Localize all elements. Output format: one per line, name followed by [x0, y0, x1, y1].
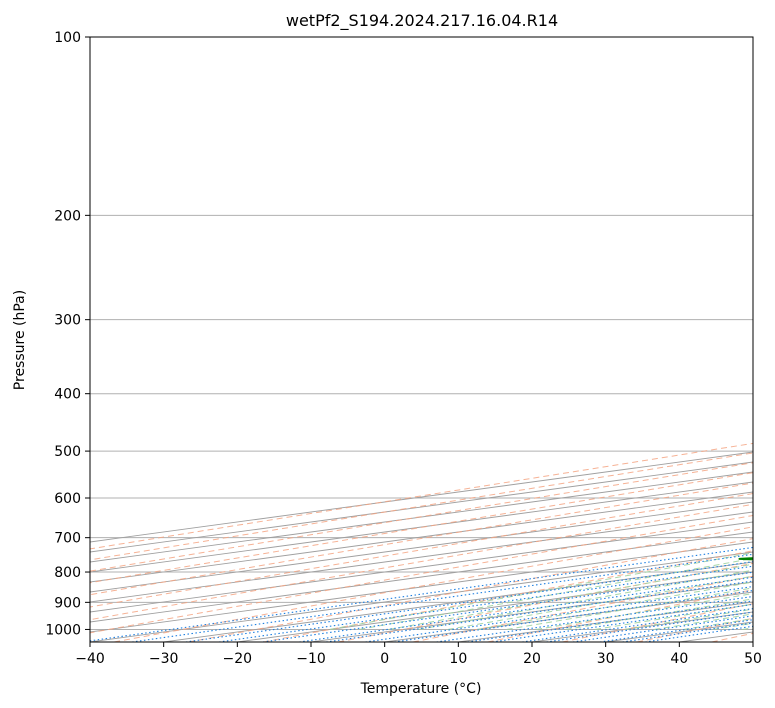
x-axis-title: Temperature (°C)	[360, 681, 482, 697]
reference-lines	[90, 442, 753, 642]
y-tick-label: 400	[54, 387, 81, 403]
y-axis-title: Pressure (hPa)	[12, 290, 28, 390]
moist-adiabat-line	[388, 563, 753, 630]
mixing-ratio-line	[492, 603, 753, 642]
dry-adiabat-line	[90, 452, 753, 561]
x-tick-label: 10	[449, 651, 467, 667]
dry-adiabat-line	[412, 575, 753, 642]
moist-adiabat-line	[742, 627, 753, 630]
isotherm-line	[90, 471, 753, 563]
isotherm-line	[90, 541, 753, 633]
isotherm-line	[90, 491, 753, 583]
y-tick-label: 600	[54, 491, 81, 507]
moist-adiabat-line	[535, 592, 753, 630]
dry-adiabat-line	[263, 550, 753, 642]
mixing-ratio-line	[546, 611, 753, 642]
y-tick-label: 1000	[45, 622, 81, 638]
isotherm-line	[531, 611, 753, 642]
mixing-ratio-line	[436, 595, 753, 642]
grid-layer	[90, 37, 753, 642]
moist-adiabat-line	[594, 603, 753, 630]
x-tick-label: −10	[296, 651, 326, 667]
dry-adiabat-line	[188, 538, 753, 642]
dry-adiabat-line	[90, 493, 753, 608]
mixing-ratio-line	[467, 600, 753, 642]
x-tick-label: 40	[670, 651, 688, 667]
y-tick-label: 900	[54, 595, 81, 611]
series-layer	[738, 557, 753, 561]
moist-adiabat-line	[624, 608, 753, 630]
mixing-ratio-line	[185, 561, 753, 642]
isotherm-line	[310, 581, 753, 642]
mixing-ratio-line	[131, 553, 753, 642]
dry-adiabat-line	[562, 603, 753, 642]
moist-adiabat-line	[683, 618, 753, 630]
x-tick-label: −40	[75, 651, 105, 667]
isotherm-line	[90, 521, 753, 613]
y-tick-label: 200	[54, 208, 81, 224]
moist-adiabat-line	[477, 581, 753, 630]
moist-adiabat-line	[653, 613, 753, 630]
dry-adiabat-line	[338, 562, 753, 642]
x-tick-label: 50	[744, 651, 762, 667]
y-tick-label: 300	[54, 313, 81, 329]
isotherm-line	[384, 591, 753, 642]
isotherm-line	[90, 451, 753, 543]
y-tick-label: 500	[54, 444, 81, 460]
isotherm-line	[90, 461, 753, 553]
x-tick-label: 0	[380, 651, 389, 667]
dry-adiabat-line	[90, 442, 753, 550]
chart-title: wetPf2_S194.2024.217.16.04.R14	[286, 11, 558, 31]
moist-adiabat-line	[506, 587, 753, 630]
moist-adiabat-line	[418, 569, 753, 630]
isotherm-line	[90, 501, 753, 593]
mixing-ratio-line	[522, 608, 753, 642]
dry-adiabat-line	[636, 617, 753, 642]
isotherm-line	[90, 531, 753, 623]
y-tick-label: 100	[54, 30, 81, 46]
x-tick-label: 20	[523, 651, 541, 667]
dry-adiabat-line	[114, 526, 753, 642]
moist-adiabat-line	[329, 552, 753, 630]
y-tick-label: 700	[54, 531, 81, 547]
isotherm-line	[90, 551, 753, 642]
x-tick-label: −20	[223, 651, 253, 667]
isotherm-line	[90, 481, 753, 573]
x-tick-label: 30	[597, 651, 615, 667]
axis-layer: −40 −30 −20 −10 0 10 20 30 40 50 100 200 300 400 500 60…	[45, 30, 762, 667]
isotherm-line	[752, 641, 753, 642]
mixing-ratio-line	[90, 546, 753, 642]
dry-adiabat-line	[711, 632, 753, 642]
moist-adiabat-line	[359, 557, 753, 630]
x-tick-label: −30	[149, 651, 179, 667]
dewpoint-line	[738, 557, 753, 561]
dry-adiabat-line	[90, 503, 753, 621]
plot-frame	[89, 36, 754, 643]
dry-adiabat-line	[90, 514, 753, 634]
dry-adiabat-line	[487, 589, 753, 642]
y-tick-label: 800	[54, 565, 81, 581]
isotherm-line	[679, 631, 753, 642]
